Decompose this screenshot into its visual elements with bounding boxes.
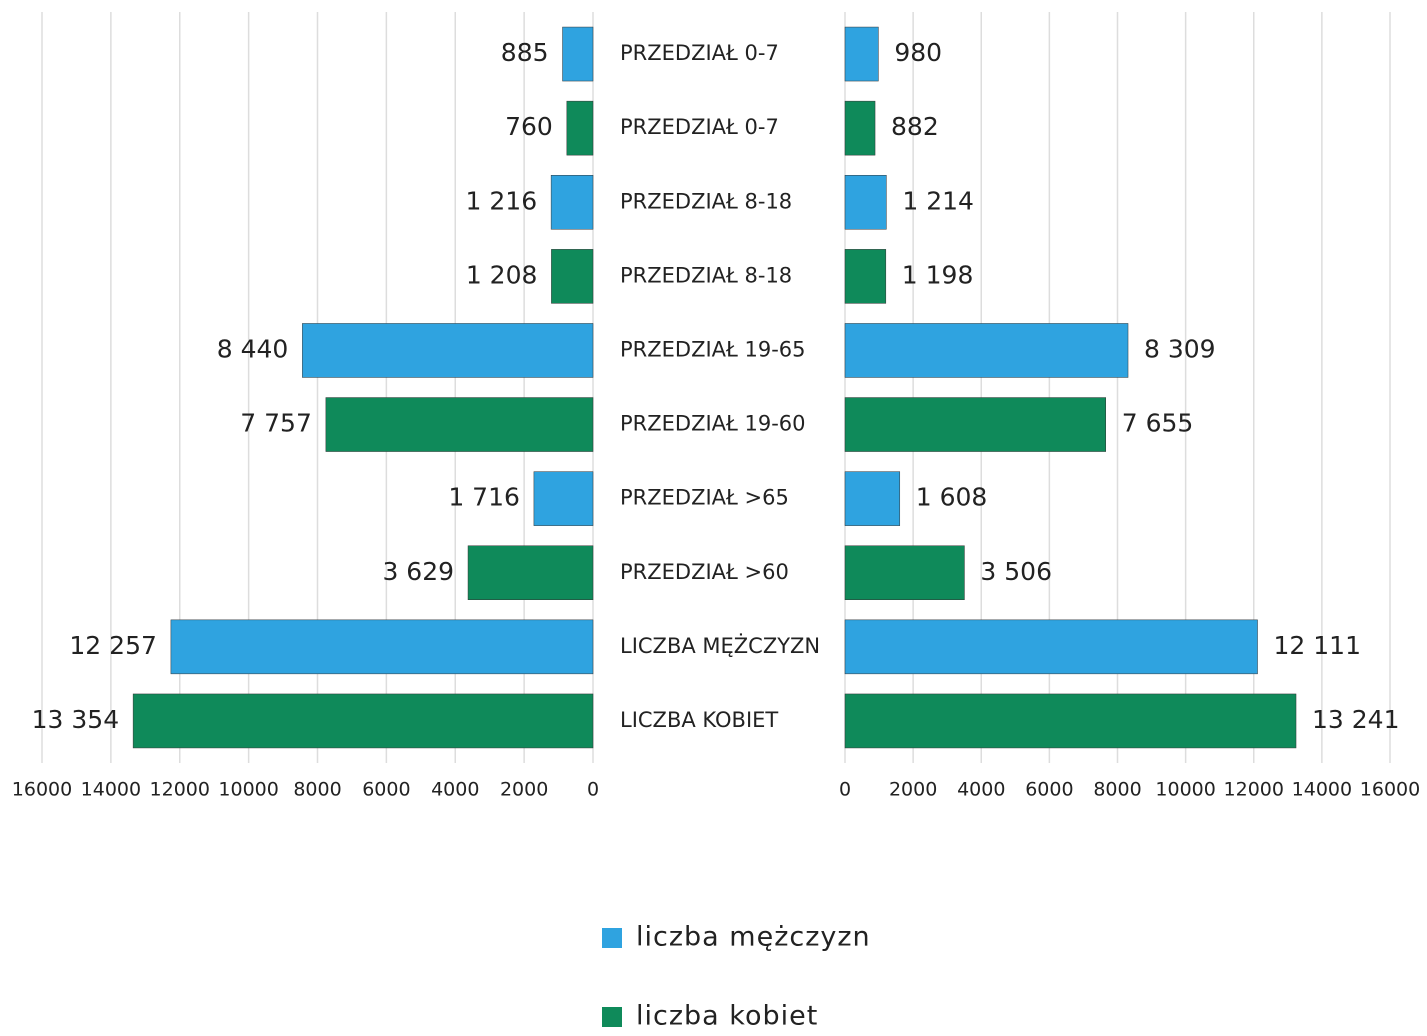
x-tick-label: 2000 bbox=[889, 779, 937, 801]
bar bbox=[170, 619, 594, 675]
bar bbox=[533, 471, 594, 526]
value-label: 8 440 bbox=[217, 334, 289, 363]
value-label: 8 309 bbox=[1144, 334, 1216, 363]
x-tick-label: 0 bbox=[587, 779, 599, 801]
bar bbox=[325, 397, 594, 452]
value-label: 7 757 bbox=[240, 409, 312, 438]
category-label: LICZBA MĘŻCZYZN bbox=[620, 633, 820, 658]
x-tick-label: 8000 bbox=[1093, 779, 1141, 801]
value-label: 760 bbox=[505, 112, 553, 141]
value-label: 1 608 bbox=[916, 483, 988, 512]
category-label: PRZEDZIAŁ >65 bbox=[620, 486, 789, 510]
bar bbox=[132, 693, 594, 749]
x-tick-label: 4000 bbox=[957, 779, 1005, 801]
value-label: 882 bbox=[891, 112, 939, 141]
bar bbox=[844, 397, 1106, 452]
category-label: PRZEDZIAŁ 8-18 bbox=[620, 263, 792, 287]
category-label: PRZEDZIAŁ 19-65 bbox=[620, 337, 806, 361]
legend-label: liczba kobiet bbox=[636, 1001, 818, 1032]
value-label: 980 bbox=[894, 38, 942, 67]
legend-swatch bbox=[602, 928, 622, 948]
value-label: 1 214 bbox=[902, 186, 974, 215]
bar bbox=[844, 100, 876, 156]
bar bbox=[844, 323, 1129, 378]
value-label: 13 241 bbox=[1312, 705, 1399, 734]
x-tick-label: 10000 bbox=[1155, 779, 1215, 801]
value-label: 12 111 bbox=[1274, 631, 1361, 660]
category-label: PRZEDZIAŁ 19-60 bbox=[620, 412, 806, 436]
legend-swatch bbox=[602, 1007, 622, 1027]
legend-label: liczba mężczyzn bbox=[636, 922, 871, 953]
x-tick-label: 12000 bbox=[150, 779, 210, 801]
value-label: 12 257 bbox=[69, 631, 156, 660]
category-label: PRZEDZIAŁ >60 bbox=[620, 560, 789, 584]
x-tick-label: 0 bbox=[839, 779, 851, 801]
category-label: PRZEDZIAŁ 0-7 bbox=[620, 41, 779, 65]
x-tick-label: 10000 bbox=[218, 779, 278, 801]
x-tick-label: 8000 bbox=[293, 779, 341, 801]
category-label: PRZEDZIAŁ 0-7 bbox=[620, 115, 779, 139]
value-label: 3 506 bbox=[980, 557, 1052, 586]
x-tick-label: 16000 bbox=[12, 779, 72, 801]
bar bbox=[844, 249, 887, 304]
value-label: 885 bbox=[501, 38, 549, 67]
value-label: 13 354 bbox=[32, 705, 119, 734]
bar bbox=[302, 323, 594, 378]
value-label: 1 198 bbox=[902, 260, 974, 289]
x-tick-label: 2000 bbox=[500, 779, 548, 801]
value-label: 3 629 bbox=[382, 557, 454, 586]
bar bbox=[844, 471, 901, 526]
bar bbox=[550, 175, 594, 230]
category-label: PRZEDZIAŁ 8-18 bbox=[620, 189, 792, 213]
value-label: 1 216 bbox=[466, 186, 538, 215]
bar bbox=[844, 175, 887, 230]
bar bbox=[844, 26, 879, 82]
bar bbox=[562, 26, 594, 82]
bar bbox=[551, 249, 594, 304]
x-tick-label: 14000 bbox=[81, 779, 141, 801]
category-label: LICZBA KOBIET bbox=[620, 708, 778, 732]
bar bbox=[844, 545, 965, 600]
x-tick-label: 6000 bbox=[1025, 779, 1073, 801]
x-tick-label: 16000 bbox=[1360, 779, 1420, 801]
bar bbox=[566, 100, 594, 156]
x-tick-label: 4000 bbox=[431, 779, 479, 801]
x-tick-label: 14000 bbox=[1292, 779, 1352, 801]
value-label: 1 716 bbox=[448, 483, 520, 512]
x-tick-label: 12000 bbox=[1224, 779, 1284, 801]
bar bbox=[844, 693, 1297, 749]
bar bbox=[844, 619, 1258, 675]
x-tick-label: 6000 bbox=[362, 779, 410, 801]
value-label: 1 208 bbox=[466, 260, 538, 289]
bar bbox=[467, 545, 594, 600]
value-label: 7 655 bbox=[1122, 409, 1194, 438]
